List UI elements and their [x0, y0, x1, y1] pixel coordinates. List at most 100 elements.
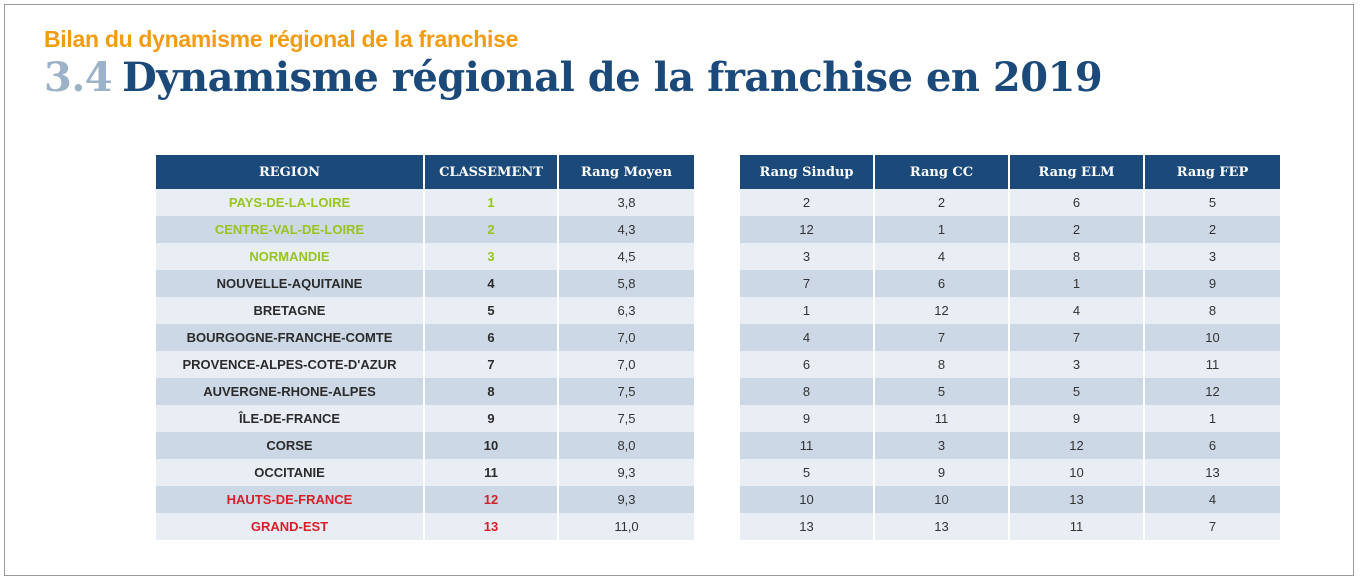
table-row: NORMANDIE 3 4,5 [156, 243, 694, 270]
rang-sindup-cell: 11 [740, 432, 875, 459]
region-cell: HAUTS-DE-FRANCE [156, 486, 425, 513]
classement-cell: 9 [424, 405, 559, 432]
table-row: CORSE 10 8,0 [156, 432, 694, 459]
rang-fep-cell: 9 [1144, 270, 1280, 297]
rang-sindup-cell: 8 [740, 378, 875, 405]
rang-fep-cell: 7 [1144, 513, 1280, 540]
rang-elm-cell: 13 [1009, 486, 1145, 513]
rang-moyen-cell: 7,5 [558, 378, 694, 405]
table-row: 1 12 4 8 [740, 297, 1280, 324]
rang-sindup-cell: 1 [740, 297, 875, 324]
rang-cc-cell: 10 [874, 486, 1010, 513]
rang-fep-cell: 6 [1144, 432, 1280, 459]
rang-cc-cell: 13 [874, 513, 1010, 540]
rang-cc-cell: 7 [874, 324, 1010, 351]
rang-sindup-cell: 3 [740, 243, 875, 270]
table-row: 6 8 3 11 [740, 351, 1280, 378]
table-row: CENTRE-VAL-DE-LOIRE 2 4,3 [156, 216, 694, 243]
rang-moyen-cell: 4,5 [558, 243, 694, 270]
table-row: 13 13 11 7 [740, 513, 1280, 540]
region-cell: GRAND-EST [156, 513, 425, 540]
table-row: 12 1 2 2 [740, 216, 1280, 243]
rang-moyen-cell: 5,8 [558, 270, 694, 297]
rang-elm-cell: 3 [1009, 351, 1145, 378]
rang-cc-cell: 6 [874, 270, 1010, 297]
rang-elm-cell: 12 [1009, 432, 1145, 459]
table-row: OCCITANIE 11 9,3 [156, 459, 694, 486]
rang-cc-cell: 9 [874, 459, 1010, 486]
rang-elm-cell: 8 [1009, 243, 1145, 270]
rang-sindup-cell: 7 [740, 270, 875, 297]
rang-sindup-cell: 2 [740, 189, 875, 216]
classement-cell: 7 [424, 351, 559, 378]
rang-moyen-cell: 3,8 [558, 189, 694, 216]
rang-fep-cell: 1 [1144, 405, 1280, 432]
rang-elm-cell: 10 [1009, 459, 1145, 486]
region-cell: BOURGOGNE-FRANCHE-COMTE [156, 324, 425, 351]
rang-sindup-cell: 12 [740, 216, 875, 243]
table-row: 11 3 12 6 [740, 432, 1280, 459]
classement-cell: 11 [424, 459, 559, 486]
region-cell: NOUVELLE-AQUITAINE [156, 270, 425, 297]
rang-cc-cell: 1 [874, 216, 1010, 243]
table-row: 9 11 9 1 [740, 405, 1280, 432]
rang-cc-cell: 2 [874, 189, 1010, 216]
header-region: REGION [156, 155, 425, 189]
rang-cc-cell: 5 [874, 378, 1010, 405]
classement-cell: 13 [424, 513, 559, 540]
rang-moyen-cell: 7,5 [558, 405, 694, 432]
header-rang-elm: Rang ELM [1009, 155, 1145, 189]
rang-sindup-cell: 10 [740, 486, 875, 513]
rang-sindup-cell: 4 [740, 324, 875, 351]
section-number: 3.4 [44, 54, 113, 101]
table-row: PAYS-DE-LA-LOIRE 1 3,8 [156, 189, 694, 216]
header-rang-cc: Rang CC [874, 155, 1010, 189]
rang-elm-cell: 1 [1009, 270, 1145, 297]
rang-fep-cell: 12 [1144, 378, 1280, 405]
header-classement: CLASSEMENT [424, 155, 559, 189]
table-row: GRAND-EST 13 11,0 [156, 513, 694, 540]
rang-sindup-cell: 13 [740, 513, 875, 540]
rang-elm-cell: 6 [1009, 189, 1145, 216]
table-row: NOUVELLE-AQUITAINE 4 5,8 [156, 270, 694, 297]
rang-fep-cell: 2 [1144, 216, 1280, 243]
rang-cc-cell: 4 [874, 243, 1010, 270]
table-row: 5 9 10 13 [740, 459, 1280, 486]
table-row: HAUTS-DE-FRANCE 12 9,3 [156, 486, 694, 513]
table-row: 8 5 5 12 [740, 378, 1280, 405]
table-row: AUVERGNE-RHONE-ALPES 8 7,5 [156, 378, 694, 405]
rang-sindup-cell: 5 [740, 459, 875, 486]
table-row: PROVENCE-ALPES-COTE-D'AZUR 7 7,0 [156, 351, 694, 378]
region-cell: CENTRE-VAL-DE-LOIRE [156, 216, 425, 243]
page-title: 3.4 Dynamisme régional de la franchise en… [44, 54, 1103, 101]
rang-fep-cell: 10 [1144, 324, 1280, 351]
region-cell: PAYS-DE-LA-LOIRE [156, 189, 425, 216]
rang-fep-cell: 4 [1144, 486, 1280, 513]
rang-elm-cell: 5 [1009, 378, 1145, 405]
classement-cell: 8 [424, 378, 559, 405]
region-cell: CORSE [156, 432, 425, 459]
classement-cell: 1 [424, 189, 559, 216]
rang-fep-cell: 5 [1144, 189, 1280, 216]
header-rang-sindup: Rang Sindup [740, 155, 875, 189]
table-row: ÎLE-DE-FRANCE 9 7,5 [156, 405, 694, 432]
rang-sindup-cell: 6 [740, 351, 875, 378]
classement-cell: 10 [424, 432, 559, 459]
sub-ranks-table-header: Rang Sindup Rang CC Rang ELM Rang FEP [740, 155, 1280, 189]
rang-cc-cell: 8 [874, 351, 1010, 378]
rang-elm-cell: 4 [1009, 297, 1145, 324]
classement-cell: 2 [424, 216, 559, 243]
rang-cc-cell: 3 [874, 432, 1010, 459]
rang-sindup-cell: 9 [740, 405, 875, 432]
table-row: BRETAGNE 5 6,3 [156, 297, 694, 324]
rang-fep-cell: 3 [1144, 243, 1280, 270]
rang-elm-cell: 9 [1009, 405, 1145, 432]
region-cell: NORMANDIE [156, 243, 425, 270]
region-cell: OCCITANIE [156, 459, 425, 486]
rang-moyen-cell: 8,0 [558, 432, 694, 459]
classement-cell: 4 [424, 270, 559, 297]
